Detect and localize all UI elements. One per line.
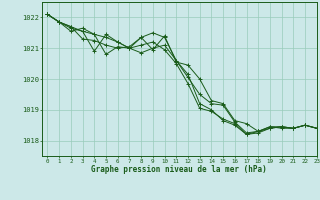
X-axis label: Graphe pression niveau de la mer (hPa): Graphe pression niveau de la mer (hPa) [91,165,267,174]
